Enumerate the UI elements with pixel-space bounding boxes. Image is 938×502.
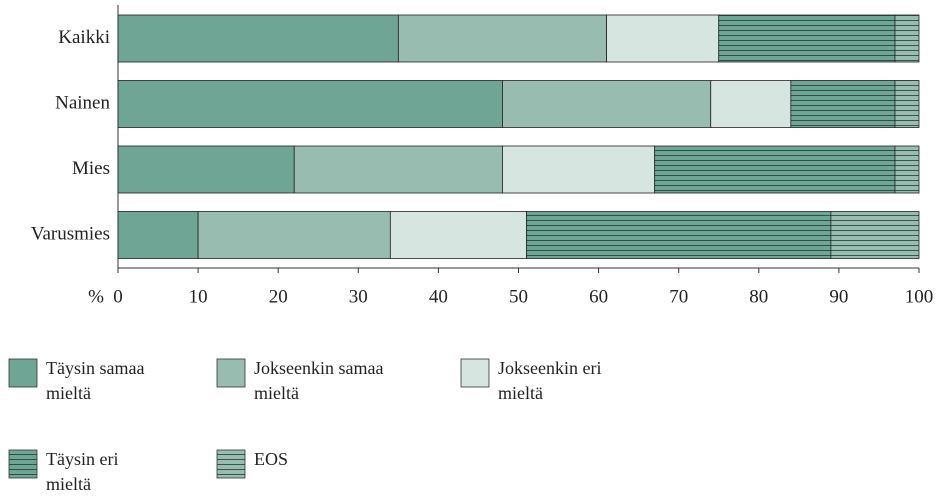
x-tick-label: 20 (269, 286, 288, 307)
bar-segment (894, 14, 920, 63)
bar-segment (790, 80, 896, 128)
bar-segment (718, 14, 896, 63)
x-tick-label: 80 (749, 286, 768, 307)
bar-segment (293, 145, 503, 194)
bar-segment (894, 145, 920, 194)
y-tick-label: Mies (72, 158, 110, 179)
legend-swatch (8, 358, 38, 388)
bar-segment (117, 14, 399, 63)
legend-item: EOS (216, 447, 374, 479)
x-tick-label: 60 (589, 286, 608, 307)
chart: % 0 10 20 30 40 50 60 70 80 90 100 Kaikki Nainen Mies… (31, 5, 934, 307)
bar-segment (502, 80, 712, 128)
legend-label: Täysin eri mieltä (46, 449, 119, 494)
bar-segment (894, 80, 920, 128)
legend-swatch (8, 449, 38, 479)
bar-segment (117, 145, 295, 194)
legend-item: Jokseenkin samaa mieltä (216, 356, 414, 406)
legend-label: EOS (254, 449, 289, 469)
bar-segment (197, 211, 391, 259)
legend-swatch (216, 358, 246, 388)
legend-item: Täysin eri mieltä (8, 447, 146, 497)
x-tick-label: 10 (189, 286, 208, 307)
bar-segment (606, 14, 720, 63)
x-tick-label: 70 (669, 286, 688, 307)
legend-item: Täysin samaa mieltä (8, 356, 176, 406)
x-tick-label: 90 (829, 286, 848, 307)
bar-segment (389, 211, 527, 259)
bar-segment (397, 14, 608, 63)
legend-swatch (460, 358, 490, 388)
legend-item: Jokseenkin eri mieltä (460, 356, 648, 406)
x-tick-label: 0 (113, 286, 123, 307)
x-tick-label: 100 (905, 286, 934, 307)
bar-segment (526, 211, 832, 259)
x-tick-label: 40 (429, 286, 448, 307)
bar-segment (502, 145, 656, 194)
legend-label: Jokseenkin samaa mieltä (254, 358, 384, 403)
legend-label: Täysin samaa mieltä (46, 358, 145, 403)
x-axis-label: % (88, 286, 104, 307)
legend-label: Jokseenkin eri mieltä (498, 358, 602, 403)
bar-segment (117, 80, 503, 128)
x-tick-label: 30 (349, 286, 368, 307)
y-tick-label: Kaikki (58, 27, 110, 48)
legend-swatch (216, 449, 246, 479)
bar-segment (117, 211, 199, 259)
bar-segment (710, 80, 792, 128)
bar-segment (654, 145, 896, 194)
bar-segment (830, 211, 920, 259)
y-tick-label: Varusmies (31, 223, 110, 244)
y-tick-label: Nainen (55, 92, 110, 113)
x-tick-label: 50 (509, 286, 528, 307)
